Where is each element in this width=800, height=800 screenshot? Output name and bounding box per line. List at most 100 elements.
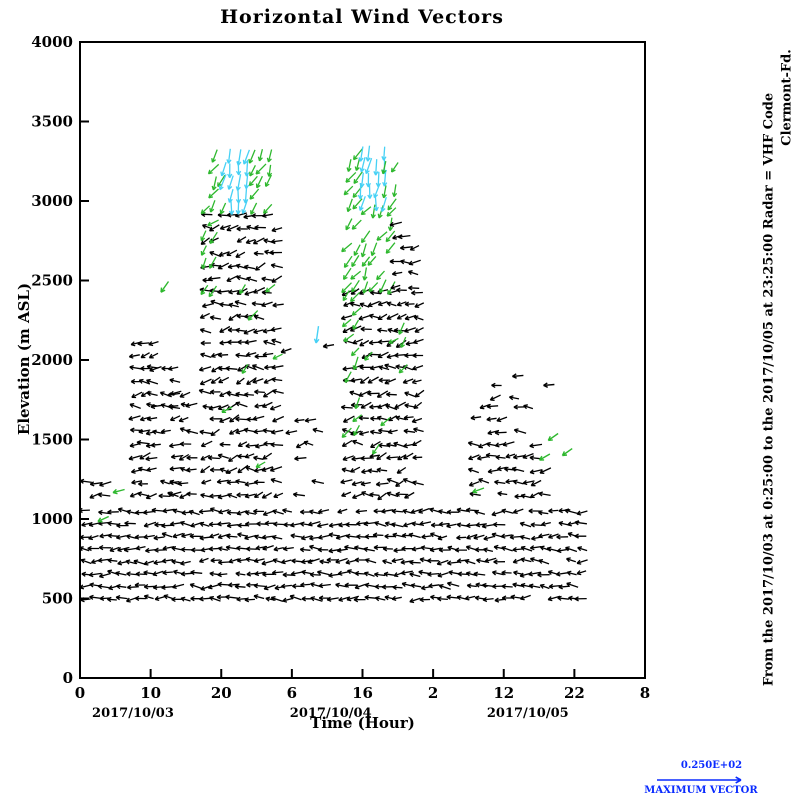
wind-arrow-icon — [538, 533, 550, 539]
wind-arrow-icon — [497, 490, 508, 497]
wind-arrow-icon — [97, 515, 109, 523]
wind-arrow-icon — [244, 313, 257, 319]
wind-arrow-icon — [201, 257, 207, 270]
wind-arrow-icon — [158, 493, 171, 499]
wind-arrow-icon — [377, 313, 388, 321]
wind-arrow-icon — [342, 415, 355, 423]
wind-arrow-icon — [466, 583, 477, 589]
wind-arrow-icon — [342, 455, 355, 462]
wind-arrow-icon — [363, 546, 375, 553]
wind-arrow-icon — [249, 188, 260, 200]
wind-arrow-icon — [253, 479, 265, 485]
wind-arrow-icon — [428, 583, 440, 589]
wind-arrow-icon — [376, 415, 389, 421]
wind-arrow-icon — [419, 597, 431, 603]
wind-arrow-icon — [409, 572, 421, 578]
wind-arrow-icon — [380, 417, 391, 427]
wind-arrow-icon — [389, 221, 402, 227]
wind-arrow-icon — [412, 439, 422, 446]
wind-arrow-icon — [574, 533, 587, 539]
wind-arrow-icon — [382, 546, 393, 552]
wind-arrow-icon — [143, 560, 155, 566]
wind-arrow-icon — [140, 390, 150, 398]
wind-arrow-icon — [300, 582, 311, 588]
wind-arrow-icon — [376, 390, 389, 398]
wind-arrow-icon — [146, 416, 158, 422]
wind-arrow-icon — [429, 547, 442, 553]
wind-arrow-icon — [391, 595, 402, 602]
wind-arrow-icon — [285, 429, 298, 436]
wind-arrow-icon — [403, 428, 416, 434]
wind-arrow-icon — [361, 491, 372, 497]
wind-arrow-icon — [401, 546, 415, 552]
wind-arrow-icon — [360, 326, 372, 332]
wind-arrow-icon — [246, 224, 258, 231]
wind-arrow-icon — [411, 379, 422, 385]
wind-arrow-icon — [409, 597, 421, 604]
wind-arrow-icon — [169, 521, 182, 527]
wind-arrow-icon — [219, 224, 231, 231]
wind-arrow-icon — [208, 285, 218, 298]
wind-arrow-icon — [472, 487, 485, 494]
wind-arrow-icon — [336, 547, 348, 553]
max-vector-value: 0.250E+02 — [680, 760, 743, 771]
wind-arrow-icon — [198, 366, 212, 372]
wind-arrow-icon — [395, 480, 404, 488]
wind-arrow-icon — [475, 582, 488, 588]
wind-arrow-icon — [375, 481, 389, 487]
wind-arrow-icon — [543, 382, 555, 388]
y-tick-label: 0 — [63, 669, 73, 687]
wind-arrow-icon — [257, 149, 264, 162]
wind-arrow-icon — [370, 204, 376, 219]
wind-arrow-icon — [353, 424, 360, 436]
wind-arrow-icon — [227, 175, 234, 190]
y-axis-label: Elevation (m ASL) — [15, 282, 33, 436]
wind-arrow-icon — [217, 352, 229, 358]
wind-arrow-icon — [446, 581, 460, 587]
wind-arrow-icon — [385, 391, 397, 398]
wind-arrow-icon — [354, 397, 361, 410]
wind-arrow-icon — [138, 428, 151, 435]
y-tick-label: 1000 — [31, 510, 73, 528]
wind-arrow-icon — [501, 583, 513, 590]
wind-arrow-icon — [341, 242, 353, 253]
wind-arrow-icon — [272, 388, 284, 394]
wind-arrow-icon — [200, 492, 212, 499]
wind-arrow-icon — [282, 597, 294, 603]
wind-arrow-icon — [300, 535, 313, 541]
wind-arrow-icon — [352, 319, 360, 330]
wind-arrow-icon — [342, 267, 352, 280]
wind-arrow-icon — [438, 521, 450, 527]
wind-arrow-icon — [404, 391, 417, 398]
wind-arrow-icon — [491, 382, 502, 389]
wind-arrow-icon — [261, 401, 273, 408]
wind-arrow-icon — [360, 230, 371, 244]
wind-arrow-icon — [349, 291, 361, 303]
wind-arrow-icon — [486, 416, 497, 422]
wind-arrow-icon — [481, 523, 495, 529]
wind-arrow-icon — [135, 571, 146, 577]
wind-arrow-icon — [236, 149, 242, 166]
wind-arrow-icon — [225, 594, 238, 600]
wind-arrow-icon — [88, 521, 99, 528]
wind-arrow-icon — [245, 443, 259, 449]
wind-arrow-icon — [538, 558, 550, 565]
wind-arrow-icon — [99, 481, 112, 487]
wind-arrow-icon — [228, 289, 240, 295]
wind-arrow-icon — [225, 365, 238, 372]
wind-arrow-icon — [394, 352, 406, 358]
wind-arrow-icon — [390, 284, 401, 290]
wind-arrow-icon — [345, 559, 356, 565]
wind-arrow-icon — [383, 571, 395, 577]
wind-arrow-icon — [413, 338, 424, 345]
wind-arrow-icon — [520, 545, 533, 552]
wind-arrow-icon — [538, 453, 551, 461]
wind-arrow-icon — [189, 533, 202, 539]
wind-arrow-icon — [255, 175, 263, 189]
wind-arrow-icon — [219, 416, 231, 424]
wind-arrow-icon — [454, 547, 467, 553]
wind-arrow-icon — [236, 492, 248, 498]
wind-arrow-icon — [412, 364, 424, 371]
wind-arrow-icon — [351, 255, 360, 268]
wind-arrow-icon — [261, 276, 274, 282]
